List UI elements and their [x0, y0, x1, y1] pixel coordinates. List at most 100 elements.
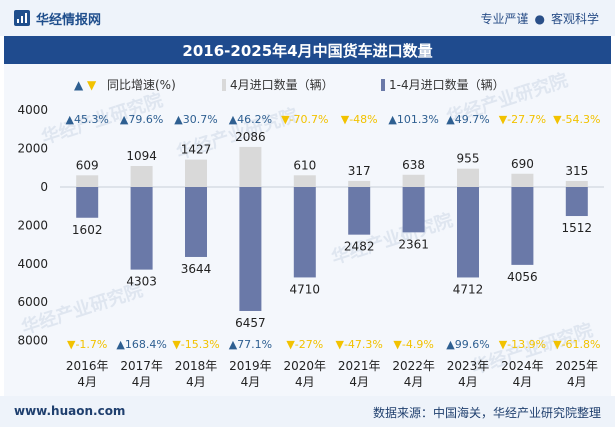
y-tick-label: 6000 — [17, 295, 48, 309]
x-tick-label-month: 4月 — [132, 375, 152, 389]
x-tick-label: 2019年 — [229, 359, 272, 373]
bar-cumulative — [185, 187, 207, 257]
x-tick-label: 2023年 — [447, 359, 490, 373]
bar-cumulative — [76, 187, 99, 218]
bar-april — [402, 174, 425, 187]
legend-down-triangle-icon: ▼ — [87, 78, 97, 92]
bar-cumulative — [565, 187, 588, 217]
growth-label-cumulative: ▼-61.8% — [553, 338, 600, 351]
legend-growth-label: 同比增速(%) — [107, 78, 176, 92]
x-axis: 2016年 4月 2017年 4月 2018年 4月 2019年 4月 2020年 4月 2021年… — [66, 359, 598, 389]
value-label-cumulative: 4712 — [453, 282, 484, 296]
growth-label-cumulative: ▼-27% — [286, 338, 323, 351]
y-tick-label: 4000 — [17, 257, 48, 271]
bar-april — [348, 180, 371, 187]
footer: www.huaon.com 数据来源：中国海关，华经产业研究院整理 — [0, 396, 615, 427]
value-label-cumulative: 3644 — [181, 262, 212, 276]
slogan-right: 客观科学 — [550, 12, 599, 26]
growth-label-april: ▼-27.7% — [499, 113, 546, 126]
x-tick-label-month: 4月 — [513, 375, 533, 389]
value-label-cumulative: 2361 — [398, 237, 429, 251]
x-tick-label: 2020年 — [284, 359, 327, 373]
value-label-april: 2086 — [235, 130, 266, 144]
value-label-april: 610 — [293, 158, 316, 172]
y-tick-label: 0 — [40, 180, 48, 194]
legend-april-swatch — [222, 79, 226, 91]
value-label-cumulative: 1512 — [562, 221, 593, 235]
y-tick-label: 4000 — [17, 103, 48, 117]
growth-label-cumulative: ▼-4.9% — [393, 338, 433, 351]
x-tick-label: 2024年 — [501, 359, 544, 373]
bar-cumulative — [511, 187, 534, 265]
growth-label-april: ▲79.6% — [120, 113, 163, 126]
value-label-april: 1094 — [126, 149, 157, 163]
value-label-cumulative: 4710 — [290, 282, 321, 296]
x-tick-label: 2016年 — [66, 359, 109, 373]
growth-label-april: ▲30.7% — [174, 113, 217, 126]
value-label-april: 638 — [402, 158, 425, 172]
growth-labels: ▲45.3% ▼-1.7% ▲79.6% ▲168.4% ▲30.7% ▼-15.3% ▲4… — [65, 113, 600, 351]
value-label-cumulative: 1602 — [72, 223, 103, 237]
bar-cumulative — [457, 187, 479, 278]
value-label-april: 955 — [457, 152, 480, 166]
x-tick-label: 2021年 — [338, 359, 381, 373]
growth-label-april: ▼-54.3% — [553, 113, 600, 126]
bar-april — [239, 146, 262, 187]
growth-label-cumulative: ▲168.4% — [116, 338, 166, 351]
growth-label-april: ▼-48% — [341, 113, 378, 126]
x-tick-label: 2022年 — [392, 359, 435, 373]
bar-chart: 华经产业研究院 华经产业研究院华经产业研究院华经产业研究院华经产业研究院华经产业研… — [17, 69, 604, 389]
top-bar: 华经情报网 专业严谨 ● 客观科学 — [0, 0, 615, 36]
growth-label-cumulative: ▲99.6% — [446, 338, 489, 351]
value-labels: 609 1602 1094 4303 1427 3644 2086 6457 610 4710 31… — [72, 130, 592, 330]
x-tick-label-month: 4月 — [404, 375, 424, 389]
brand-logo-icon — [14, 10, 30, 26]
chart-title: 2016-2025年4月中国货车进口数量 — [182, 41, 433, 60]
bar-cumulative — [293, 187, 316, 278]
value-label-cumulative: 4303 — [126, 275, 157, 289]
chart-legend: ▲ ▼ 同比增速(%) 4月进口数量（辆） 1-4月进口数量（辆） — [74, 77, 505, 92]
brand[interactable]: 华经情报网 — [14, 8, 101, 28]
value-label-april: 609 — [76, 158, 99, 172]
x-tick-label: 2017年 — [120, 359, 163, 373]
growth-label-april: ▲46.2% — [229, 113, 272, 126]
bar-april — [457, 168, 479, 187]
value-label-cumulative: 2482 — [344, 240, 375, 254]
slogan-dot: ● — [534, 11, 545, 26]
growth-label-april: ▲49.7% — [446, 113, 489, 126]
legend-april-label: 4月进口数量（辆） — [230, 77, 334, 92]
x-tick-label-month: 4月 — [186, 375, 206, 389]
growth-label-cumulative: ▼-47.3% — [336, 338, 383, 351]
bar-cumulative — [239, 187, 262, 311]
bar-april — [130, 165, 153, 187]
bar-april — [511, 173, 534, 187]
growth-label-cumulative: ▼-1.7% — [67, 338, 107, 351]
data-source: 数据来源：中国海关，华经产业研究院整理 — [372, 406, 601, 420]
growth-label-cumulative: ▲77.1% — [229, 338, 272, 351]
growth-label-cumulative: ▼-13.9% — [499, 338, 546, 351]
bar-cumulative — [130, 187, 153, 270]
bar-april — [293, 175, 316, 187]
value-label-april: 317 — [348, 164, 371, 178]
chart-area: 华经产业研究院 华经产业研究院 华经产业研究院 华经产业研究院 华经产业研究院 华经产业研… — [4, 64, 611, 396]
growth-label-april: ▲45.3% — [65, 113, 108, 126]
x-tick-label-month: 4月 — [349, 375, 369, 389]
growth-label-april: ▲101.3% — [388, 113, 438, 126]
x-tick-label: 2025年 — [556, 359, 599, 373]
slogan-left: 专业严谨 — [480, 12, 529, 26]
x-tick-label-month: 4月 — [458, 375, 478, 389]
legend-cumulative-label: 1-4月进口数量（辆） — [389, 77, 505, 92]
x-tick-label-month: 4月 — [77, 375, 97, 389]
x-tick-label-month: 4月 — [241, 375, 261, 389]
slogan: 专业严谨 ● 客观科学 — [480, 10, 599, 27]
value-label-april: 1427 — [181, 143, 212, 157]
brand-name: 华经情报网 — [36, 12, 102, 28]
bar-april — [565, 180, 588, 187]
value-label-cumulative: 6457 — [235, 316, 266, 330]
bars — [76, 146, 588, 311]
bar-april — [185, 159, 207, 187]
value-label-cumulative: 4056 — [507, 270, 538, 284]
website-link[interactable]: www.huaon.com — [14, 404, 126, 418]
growth-label-april: ▼-70.7% — [281, 113, 328, 126]
growth-label-cumulative: ▼-15.3% — [172, 338, 219, 351]
